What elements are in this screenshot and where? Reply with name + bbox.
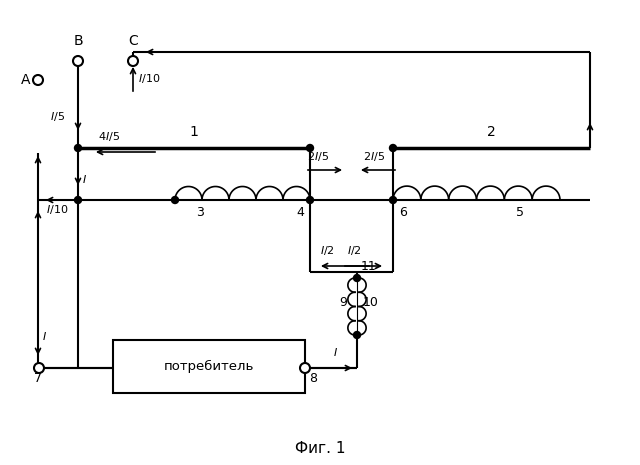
Text: 11: 11 (361, 260, 377, 273)
Circle shape (74, 145, 81, 152)
Circle shape (172, 197, 179, 204)
Text: $I/2$: $I/2$ (347, 244, 362, 257)
Text: потребитель: потребитель (164, 360, 254, 373)
Text: B: B (73, 34, 83, 48)
Circle shape (33, 75, 43, 85)
Text: 6: 6 (399, 206, 407, 219)
Circle shape (390, 145, 397, 152)
Text: $I$: $I$ (42, 330, 47, 342)
Circle shape (73, 56, 83, 66)
Text: $I$: $I$ (333, 346, 338, 358)
Text: $4I/5$: $4I/5$ (98, 130, 120, 143)
Circle shape (390, 197, 397, 204)
Circle shape (353, 274, 360, 281)
Circle shape (307, 197, 314, 204)
Text: $2I/5$: $2I/5$ (363, 150, 385, 163)
Text: $I/10$: $I/10$ (138, 72, 161, 85)
Text: $I$: $I$ (82, 173, 87, 185)
Text: 10: 10 (363, 296, 379, 309)
Text: $I/5$: $I/5$ (50, 110, 65, 123)
Circle shape (34, 363, 44, 373)
Text: 3: 3 (196, 206, 204, 219)
FancyBboxPatch shape (113, 340, 305, 393)
Text: 2: 2 (486, 125, 495, 139)
Text: 4: 4 (296, 206, 304, 219)
Text: 7: 7 (34, 372, 42, 385)
Text: A: A (20, 73, 30, 87)
Text: 1: 1 (189, 125, 198, 139)
Circle shape (300, 363, 310, 373)
Text: 5: 5 (516, 206, 524, 219)
Text: 9: 9 (339, 296, 347, 309)
Text: C: C (128, 34, 138, 48)
Text: $2I/5$: $2I/5$ (307, 150, 329, 163)
Text: $I/2$: $I/2$ (320, 244, 335, 257)
Text: 8: 8 (309, 372, 317, 385)
Text: Фиг. 1: Фиг. 1 (295, 440, 345, 456)
Circle shape (353, 332, 360, 339)
Circle shape (307, 145, 314, 152)
Circle shape (128, 56, 138, 66)
Circle shape (74, 197, 81, 204)
Text: $I/10$: $I/10$ (46, 203, 68, 216)
